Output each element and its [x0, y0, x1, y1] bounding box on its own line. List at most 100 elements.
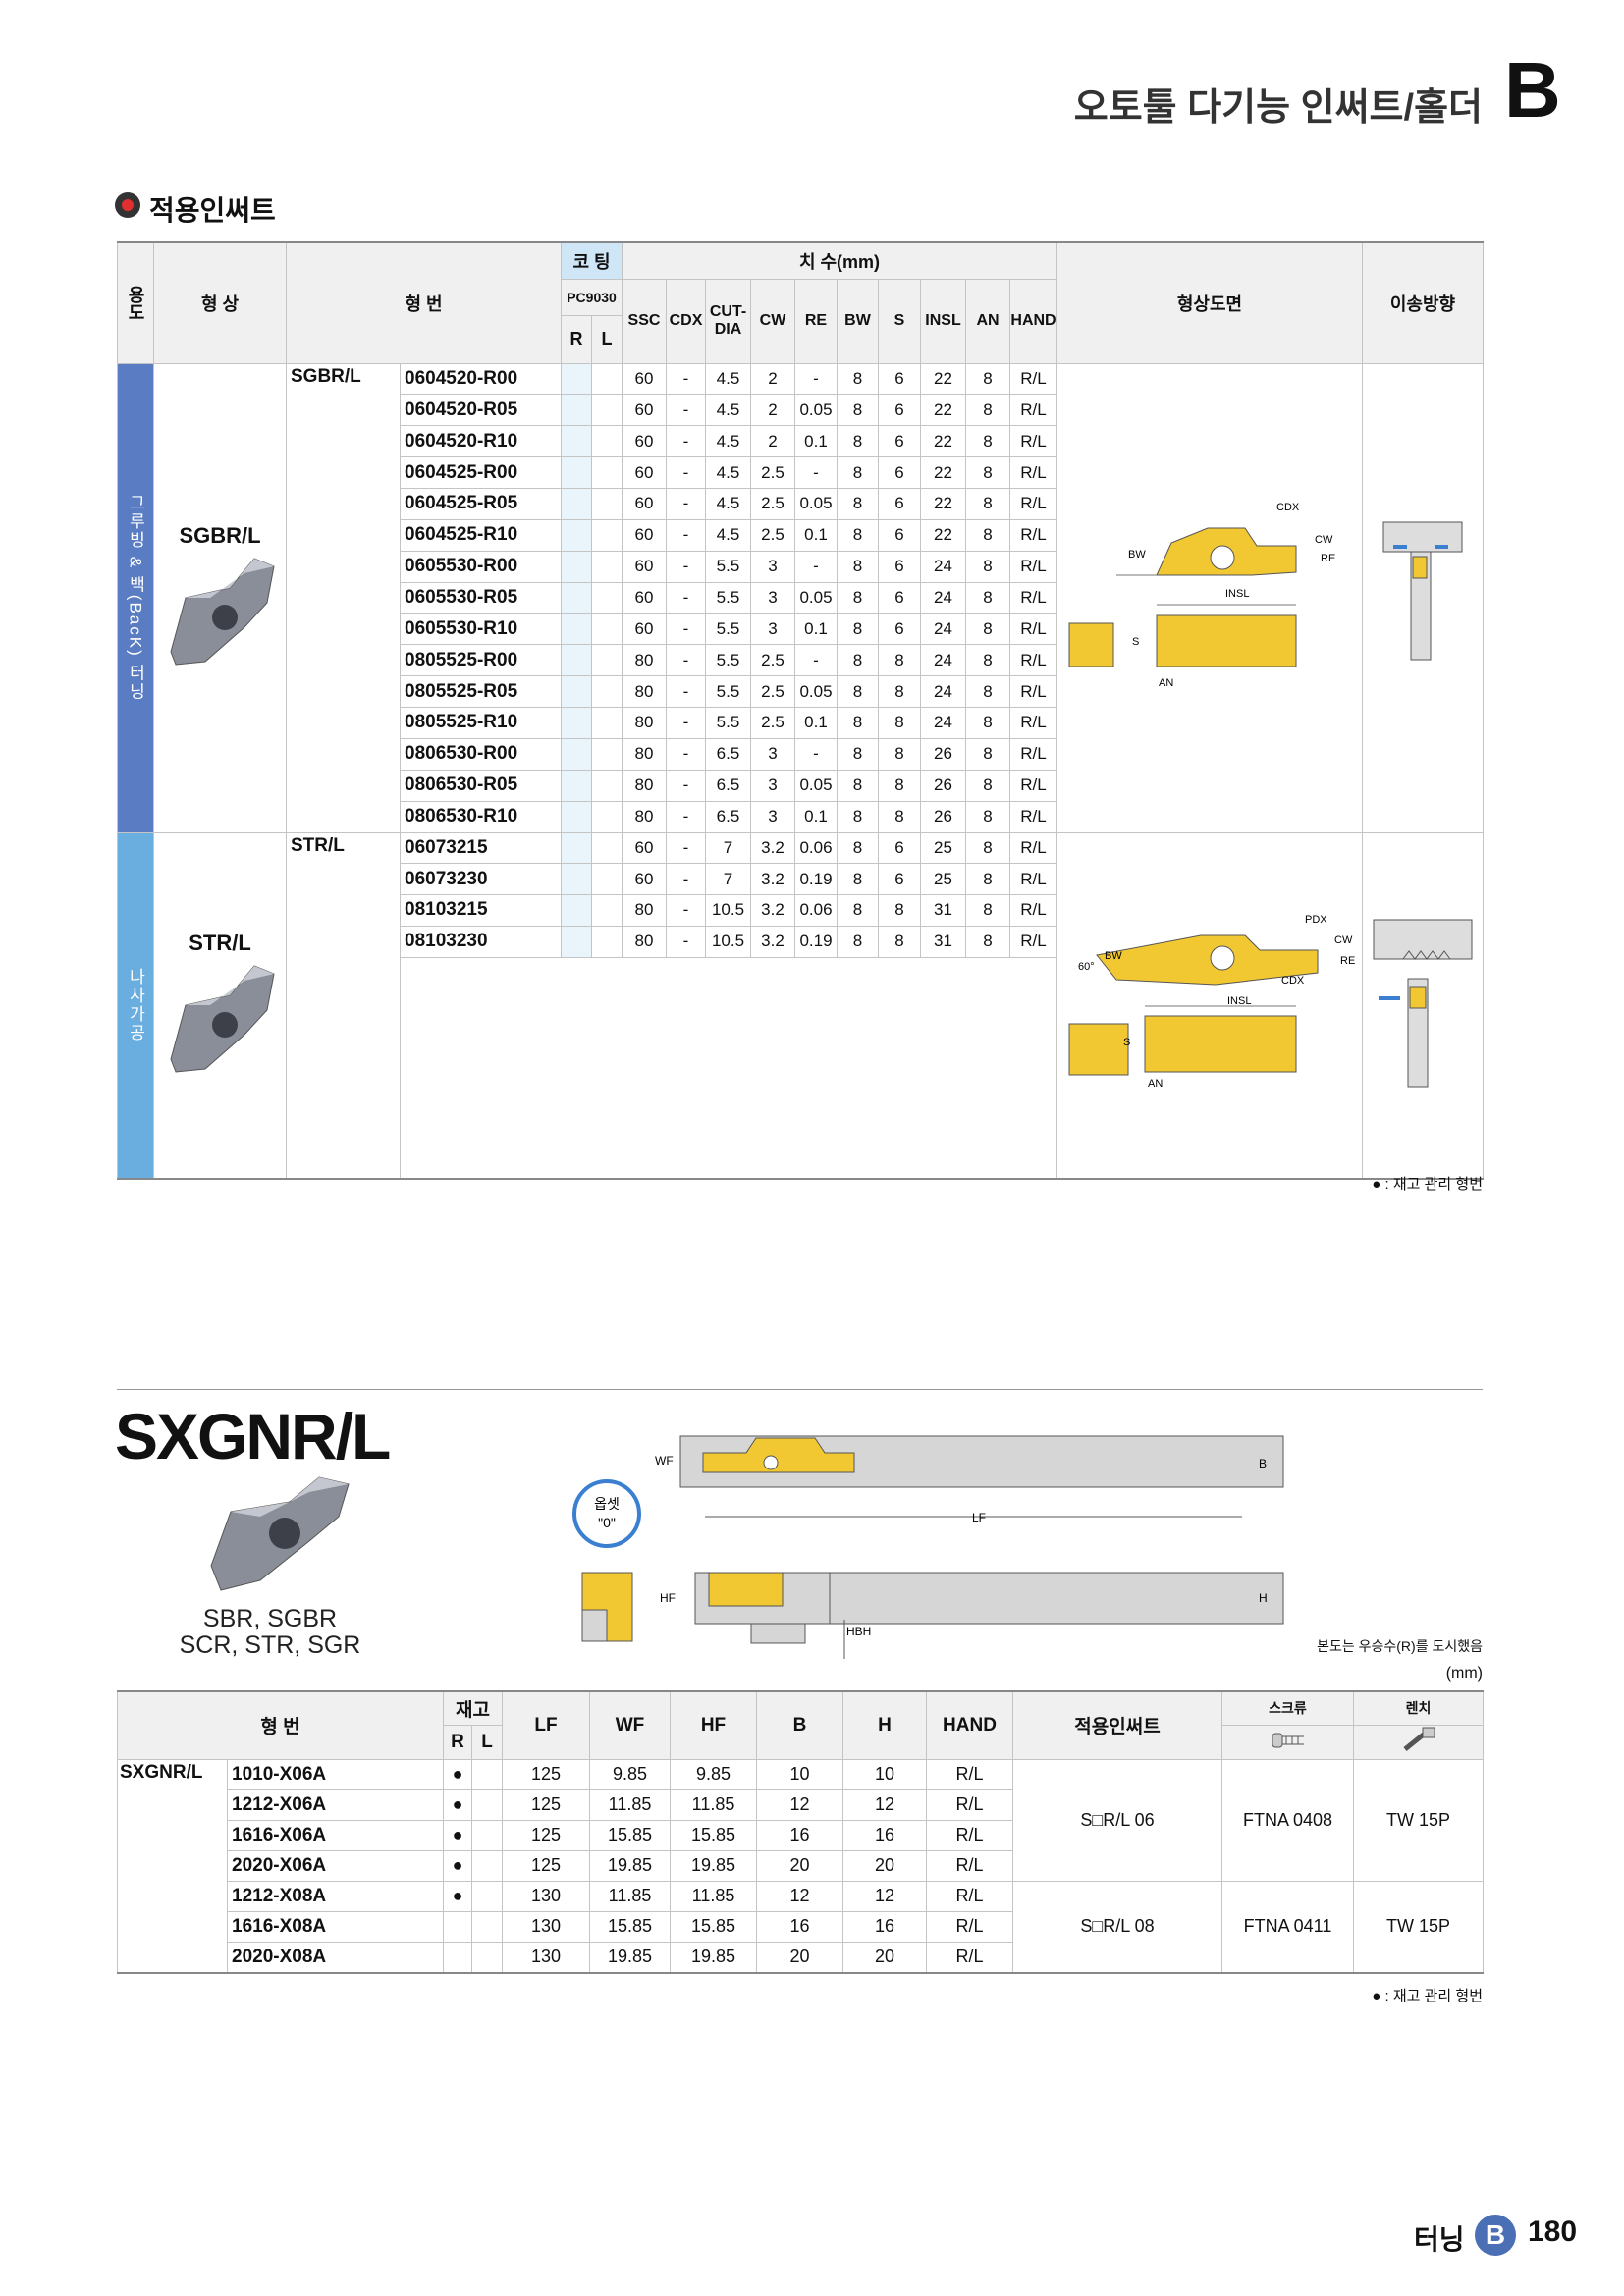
- dimension-cell: 60: [622, 518, 667, 552]
- dimension-cell: 8: [837, 362, 879, 396]
- drawing-label: BW: [1105, 950, 1122, 962]
- stock-r: ●: [443, 1849, 472, 1882]
- icon-cell: [1353, 1724, 1484, 1760]
- model-code: 06073215: [400, 831, 562, 865]
- dimension-cell: 3: [750, 550, 795, 583]
- dimension-cell: 11.85: [589, 1880, 671, 1912]
- dimension-cell: 20: [842, 1849, 927, 1882]
- model-code: 1616-X08A: [227, 1910, 444, 1943]
- header-cell: CDX: [666, 278, 706, 364]
- coating-r: [561, 550, 592, 583]
- dimension-cell: 2.5: [750, 706, 795, 739]
- header-row: 형 번 재고 LF WF HF B H HAND 적용인써트 스크류 렌치: [117, 1690, 1484, 1760]
- shape-drawing-part: [1068, 1023, 1129, 1075]
- data-row: 0806530-R10 80-6.5 3 0.1 8 8 26 8 R/L: [118, 800, 1484, 833]
- dimension-cell: 4.5: [705, 425, 751, 458]
- header-cell: 치 수(mm): [622, 241, 1057, 280]
- stock-l: [471, 1849, 503, 1882]
- data-row: 0604525-R10 60-4.5 2.5 0.1 8 6 22 8 R/L: [118, 518, 1484, 552]
- dimension-cell: 5.5: [705, 644, 751, 677]
- table-head: 형 번 재고 LF WF HF B H HAND 적용인써트 스크류 렌치 R L: [117, 1690, 1484, 1760]
- header-cell: 형상도면: [1056, 241, 1363, 364]
- dimension-cell: 25: [920, 863, 966, 896]
- stock-note: ● : 재고 관리 형번: [1372, 1988, 1483, 2004]
- footer-letter: B: [1475, 2215, 1516, 2256]
- dimension-cell: 125: [502, 1758, 590, 1790]
- drawing-label: AN: [1148, 1078, 1163, 1090]
- use-cell: 나사가공: [117, 831, 154, 1179]
- insert-photo-part: [212, 605, 238, 630]
- wrench-cell: TW 15P: [1353, 1880, 1484, 1973]
- coating-l: [591, 831, 623, 865]
- dimension-cell: 130: [502, 1941, 590, 1973]
- dimension-cell: -: [666, 394, 706, 427]
- model-code: 08103215: [400, 894, 562, 927]
- dimension-cell: 80: [622, 925, 667, 958]
- holder-title: SXGNR/L: [115, 1400, 391, 1472]
- page-number: 180: [1528, 2216, 1578, 2248]
- insert-photo-part: [186, 559, 274, 598]
- dimension-cell: -: [666, 863, 706, 896]
- drawing-label: INSL: [1227, 995, 1251, 1007]
- dimension-cell: 8: [965, 518, 1010, 552]
- dimension-cell: 8: [965, 831, 1010, 865]
- drawing-label: AN: [1159, 677, 1173, 689]
- wrench-icon-part: [1402, 1731, 1427, 1751]
- filler-cell: [400, 956, 1057, 1179]
- insert-cell: S□R/L 08: [1012, 1880, 1222, 1973]
- dimension-cell: -: [666, 706, 706, 739]
- screw-icon-part: [1272, 1733, 1282, 1747]
- dimension-cell: 6: [878, 487, 921, 520]
- dimension-cell: 3.2: [750, 894, 795, 927]
- shape-drawing-part: [1068, 622, 1114, 667]
- dimension-cell: R/L: [1009, 737, 1057, 771]
- header-cell: CW: [750, 278, 795, 364]
- dimension-cell: 8: [965, 581, 1010, 614]
- shape-drawing: PDX CW RE BW 60° CDX INSL S AN: [1068, 914, 1355, 1090]
- dimension-cell: 24: [920, 581, 966, 614]
- dimension-cell: 8: [965, 456, 1010, 489]
- dimension-cell: 4.5: [705, 518, 751, 552]
- coating-l: [591, 737, 623, 771]
- dimension-cell: 15.85: [589, 1910, 671, 1943]
- coating-r: [561, 831, 592, 865]
- model-code: 0604520-R10: [400, 425, 562, 458]
- dimension-cell: 5.5: [705, 581, 751, 614]
- dimension-cell: 8: [878, 706, 921, 739]
- dimension-cell: 8: [837, 925, 879, 958]
- dimension-cell: 2.5: [750, 644, 795, 677]
- dimension-cell: 8: [837, 706, 879, 739]
- data-row: 0604525-R00 60-4.5 2.5-8 6 22 8 R/L: [118, 456, 1484, 489]
- dimension-cell: 8: [965, 425, 1010, 458]
- dimension-cell: 8: [837, 456, 879, 489]
- dimension-cell: 4.5: [705, 394, 751, 427]
- drawing-cell: CDX CW RE BW INSL S AN: [1056, 362, 1363, 833]
- coating-l: [591, 863, 623, 896]
- dimension-label: WF: [655, 1454, 674, 1468]
- screw-icon: [1272, 1733, 1304, 1747]
- dimension-cell: 22: [920, 518, 966, 552]
- dimension-cell: 8: [965, 644, 1010, 677]
- dimension-cell: R/L: [1009, 675, 1057, 708]
- dimension-cell: 6.5: [705, 769, 751, 802]
- coating-r: [561, 581, 592, 614]
- screw-icon-part: [1281, 1735, 1304, 1744]
- coating-l: [591, 487, 623, 520]
- divider: [117, 1389, 1483, 1390]
- dimension-label: HF: [660, 1591, 676, 1605]
- holder-table: 형 번 재고 LF WF HF B H HAND 적용인써트 스크류 렌치 R L SXGNR/L 1010…: [117, 1690, 1484, 1974]
- dimension-cell: -: [666, 613, 706, 646]
- dimension-label: H: [1259, 1591, 1268, 1605]
- dimension-cell: 8: [965, 362, 1010, 396]
- dimension-cell: 31: [920, 925, 966, 958]
- coating-l: [591, 518, 623, 552]
- dimension-cell: 2.5: [750, 456, 795, 489]
- dimension-cell: 0.05: [794, 487, 838, 520]
- model-code: 2020-X08A: [227, 1941, 444, 1973]
- coating-l: [591, 644, 623, 677]
- dimension-cell: 16: [756, 1910, 843, 1943]
- dimension-cell: 60: [622, 613, 667, 646]
- header-cell: 적용인써트: [1012, 1690, 1222, 1760]
